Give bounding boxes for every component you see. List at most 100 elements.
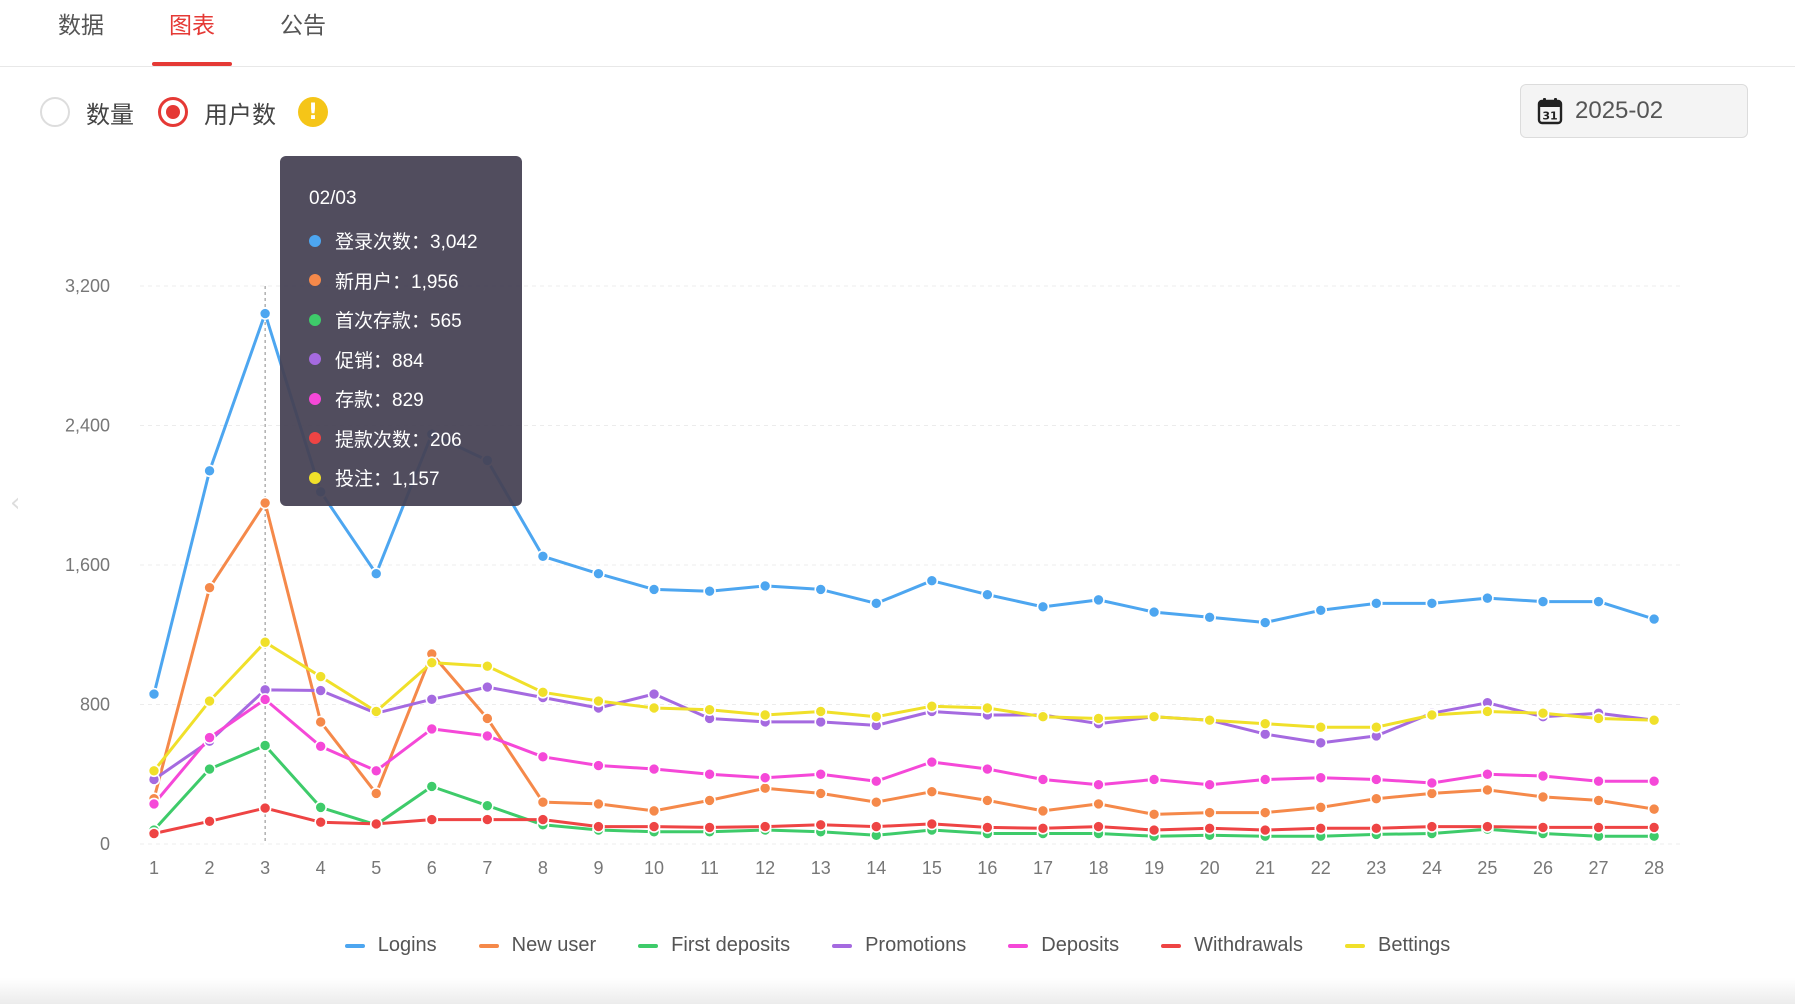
tooltip-row: 首次存款：565	[309, 300, 522, 340]
data-point	[814, 705, 828, 718]
x-tick-label: 15	[922, 858, 942, 878]
calendar-icon: 31	[1537, 98, 1563, 125]
tooltip-dot	[309, 274, 321, 287]
y-tick-label: 3,200	[65, 276, 110, 296]
series-line	[152, 501, 1655, 816]
data-point	[981, 588, 994, 601]
data-point	[869, 774, 883, 788]
data-point	[425, 722, 439, 736]
data-point	[592, 820, 605, 833]
chart-tooltip: 02/03 登录次数：3,042 新用户：1,956 首次存款：565 促销：884 存…	[280, 156, 522, 506]
data-point	[481, 712, 494, 725]
data-point	[1147, 773, 1161, 786]
x-tick-label: 3	[260, 858, 270, 878]
data-point	[1036, 773, 1050, 786]
series-line	[153, 806, 1655, 835]
data-point	[1258, 773, 1272, 786]
data-point	[1647, 612, 1661, 626]
series-line	[153, 685, 1655, 781]
data-point	[369, 787, 383, 800]
data-point	[814, 583, 828, 596]
tab-announcement[interactable]: 公告	[272, 8, 334, 66]
legend-item[interactable]: Deposits	[1008, 934, 1119, 957]
legend-item[interactable]: First deposits	[638, 934, 790, 957]
tooltip-row-label: 促销：884	[335, 350, 424, 372]
data-point	[1592, 794, 1605, 807]
tooltip-row-label: 新用户：1,956	[335, 271, 459, 293]
data-point	[703, 703, 716, 717]
data-point	[981, 762, 994, 776]
data-point	[925, 785, 939, 798]
radio-label-quantity: 数量	[86, 100, 134, 129]
radio-quantity[interactable]: 数量	[40, 95, 134, 130]
data-point	[814, 818, 828, 832]
tab-bar: 数据 图表 公告	[0, 0, 1795, 67]
month-picker[interactable]: 31 2025-02	[1520, 84, 1748, 138]
x-tick-label: 26	[1533, 858, 1553, 878]
data-point	[703, 767, 716, 781]
data-point	[536, 750, 550, 764]
data-point	[536, 813, 550, 826]
data-point	[981, 701, 994, 715]
data-point	[1647, 802, 1661, 816]
radio-button-users[interactable]	[158, 97, 188, 127]
y-tick-label: 0	[100, 834, 110, 854]
data-point	[758, 579, 772, 593]
radio-button-quantity[interactable]	[40, 97, 70, 127]
tooltip-row: 投注：1,157	[309, 458, 522, 498]
x-tick-label: 6	[427, 858, 437, 878]
radio-users[interactable]: 用户数	[158, 95, 276, 130]
data-point	[1592, 712, 1605, 725]
x-tick-label: 4	[316, 858, 326, 878]
data-point	[647, 687, 661, 701]
tooltip-dot	[309, 392, 321, 405]
legend-label: Withdrawals	[1194, 934, 1303, 956]
data-point	[369, 817, 383, 831]
data-point	[481, 729, 494, 743]
data-point	[1092, 797, 1105, 811]
legend-item[interactable]: Promotions	[832, 934, 966, 957]
data-point	[1036, 710, 1050, 724]
data-point	[1314, 604, 1328, 617]
data-point	[1258, 727, 1272, 741]
data-point	[869, 820, 883, 833]
legend-swatch	[1161, 943, 1182, 948]
data-point	[703, 821, 716, 834]
data-point	[647, 583, 661, 596]
tab-chart[interactable]: 图表	[152, 8, 232, 66]
data-point	[1314, 736, 1328, 750]
tab-data[interactable]: 数据	[50, 8, 112, 66]
tooltip-dot	[309, 313, 321, 326]
data-point	[1314, 801, 1328, 814]
bottom-scroll-area	[0, 978, 1795, 1004]
data-point	[481, 680, 494, 694]
data-point	[314, 684, 327, 697]
data-point	[147, 687, 161, 701]
x-tick-label: 2	[205, 858, 215, 878]
data-point	[1203, 806, 1216, 819]
legend-item[interactable]: Withdrawals	[1161, 934, 1303, 957]
legend-item[interactable]: New user	[478, 934, 596, 957]
data-point	[1314, 771, 1328, 785]
data-point	[1481, 783, 1494, 797]
tooltip-dot	[309, 234, 321, 247]
x-tick-label: 28	[1644, 858, 1664, 878]
chevron-left-icon[interactable]: ‹	[10, 488, 21, 518]
exclamation-icon[interactable]: !	[298, 97, 328, 127]
tooltip-row: 存款：829	[309, 379, 522, 419]
legend-label: Bettings	[1377, 934, 1451, 956]
data-point	[925, 817, 939, 831]
data-point	[1036, 600, 1050, 614]
legend-swatch	[638, 943, 659, 948]
data-point	[703, 584, 716, 598]
data-point	[925, 699, 939, 713]
data-point	[314, 740, 327, 753]
data-point	[981, 794, 994, 807]
tooltip-dot	[309, 353, 321, 366]
legend-item[interactable]: Logins	[344, 934, 437, 957]
legend-item[interactable]: Bettings	[1344, 934, 1451, 957]
tooltip-dot	[309, 432, 321, 445]
data-point	[647, 762, 661, 776]
data-point	[425, 780, 439, 793]
x-tick-label: 23	[1366, 858, 1386, 878]
